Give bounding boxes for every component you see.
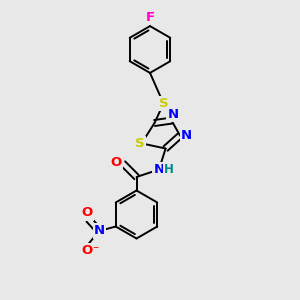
Text: N: N — [153, 163, 165, 176]
Text: O: O — [82, 206, 93, 220]
Text: S: S — [135, 137, 145, 150]
Text: H: H — [164, 163, 173, 176]
Text: N: N — [167, 107, 179, 121]
Text: O: O — [111, 155, 122, 169]
Text: N: N — [94, 224, 105, 238]
Text: S: S — [159, 97, 168, 110]
Text: N: N — [181, 129, 192, 142]
Text: F: F — [146, 11, 154, 24]
Text: O: O — [82, 244, 93, 257]
Text: ⁻: ⁻ — [92, 244, 98, 257]
